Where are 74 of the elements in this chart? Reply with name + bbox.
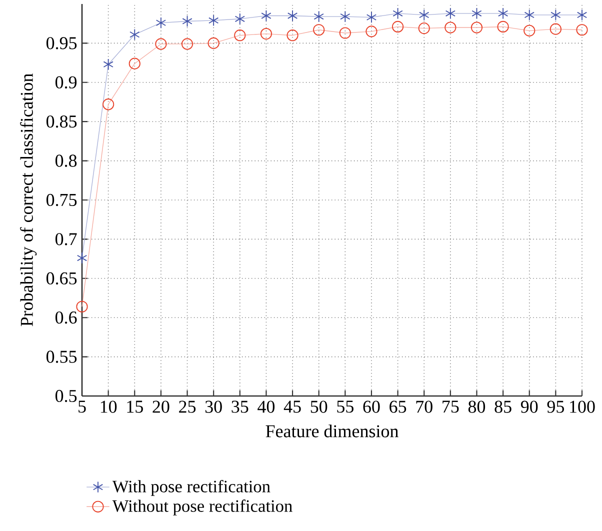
x-tick-label: 35	[232, 400, 248, 413]
point	[445, 8, 456, 20]
x-tick-label: 30	[205, 400, 222, 413]
x-tick-label: 85	[494, 400, 512, 413]
y-axis-title: Probability of correct classification	[20, 74, 37, 326]
x-tick-label: 75	[442, 400, 459, 413]
y-tick-label: 0.95	[46, 37, 77, 50]
point	[234, 30, 246, 42]
x-tick-label: 50	[310, 400, 328, 413]
point	[576, 24, 588, 36]
point	[76, 300, 88, 312]
x-tick-label: 20	[152, 400, 170, 413]
point	[287, 10, 298, 22]
x-tick-label: 25	[179, 400, 196, 413]
point	[102, 98, 114, 110]
point	[524, 24, 536, 36]
x-tick-label: 15	[127, 400, 143, 413]
point	[366, 26, 378, 38]
point	[497, 20, 509, 33]
x-tick-label: 90	[520, 400, 538, 413]
x-axis-title: Feature dimension	[266, 424, 398, 438]
y-tick-label: 0.8	[55, 154, 77, 167]
x-tick-label: 40	[258, 400, 275, 413]
point	[156, 17, 166, 29]
point	[418, 22, 430, 34]
x-tick-label: 45	[284, 400, 301, 413]
point	[444, 22, 456, 34]
x-tick-label: 10	[100, 400, 117, 413]
point	[103, 58, 114, 70]
x-tick-label: 65	[390, 400, 406, 413]
point	[524, 9, 534, 21]
legend-label: With pose rectification	[112, 480, 270, 496]
point	[208, 14, 219, 26]
x-tick-label: 55	[337, 400, 354, 413]
y-tick-label: 0.55	[46, 350, 77, 363]
point	[498, 8, 508, 20]
y-tick-label: 0.5	[55, 390, 77, 402]
x-tick-label: 60	[363, 400, 380, 413]
x-tick-label: 5	[78, 400, 86, 413]
y-tick-label: 0.75	[46, 194, 77, 206]
point	[339, 27, 351, 39]
y-tick-label: 0.6	[55, 311, 77, 324]
point	[286, 30, 298, 42]
y-tick-label: 0.65	[46, 272, 77, 285]
x-tick-label: 70	[416, 400, 432, 413]
x-tick-label: 80	[468, 400, 486, 413]
point	[472, 8, 482, 20]
point	[550, 23, 562, 35]
point	[128, 58, 140, 70]
point	[550, 9, 561, 21]
point	[181, 38, 194, 50]
point	[419, 9, 430, 21]
y-tick-label: 0.9	[55, 76, 77, 89]
point	[314, 10, 324, 22]
point	[208, 37, 220, 49]
point	[392, 8, 403, 20]
point	[261, 10, 272, 22]
y-tick-label: 0.85	[46, 115, 77, 128]
point	[313, 24, 325, 36]
x-tick-label: 100	[570, 400, 595, 413]
legend-label: Without pose rectification	[112, 500, 292, 516]
point	[234, 13, 245, 25]
point	[155, 38, 167, 50]
point	[76, 252, 88, 264]
point	[340, 10, 350, 22]
point	[366, 12, 377, 24]
point	[470, 22, 483, 34]
point	[576, 9, 588, 21]
point	[130, 28, 140, 40]
point	[182, 15, 192, 28]
point	[392, 20, 404, 33]
y-tick-label: 0.7	[55, 233, 77, 246]
point	[260, 28, 272, 40]
x-tick-label: 95	[547, 400, 564, 413]
